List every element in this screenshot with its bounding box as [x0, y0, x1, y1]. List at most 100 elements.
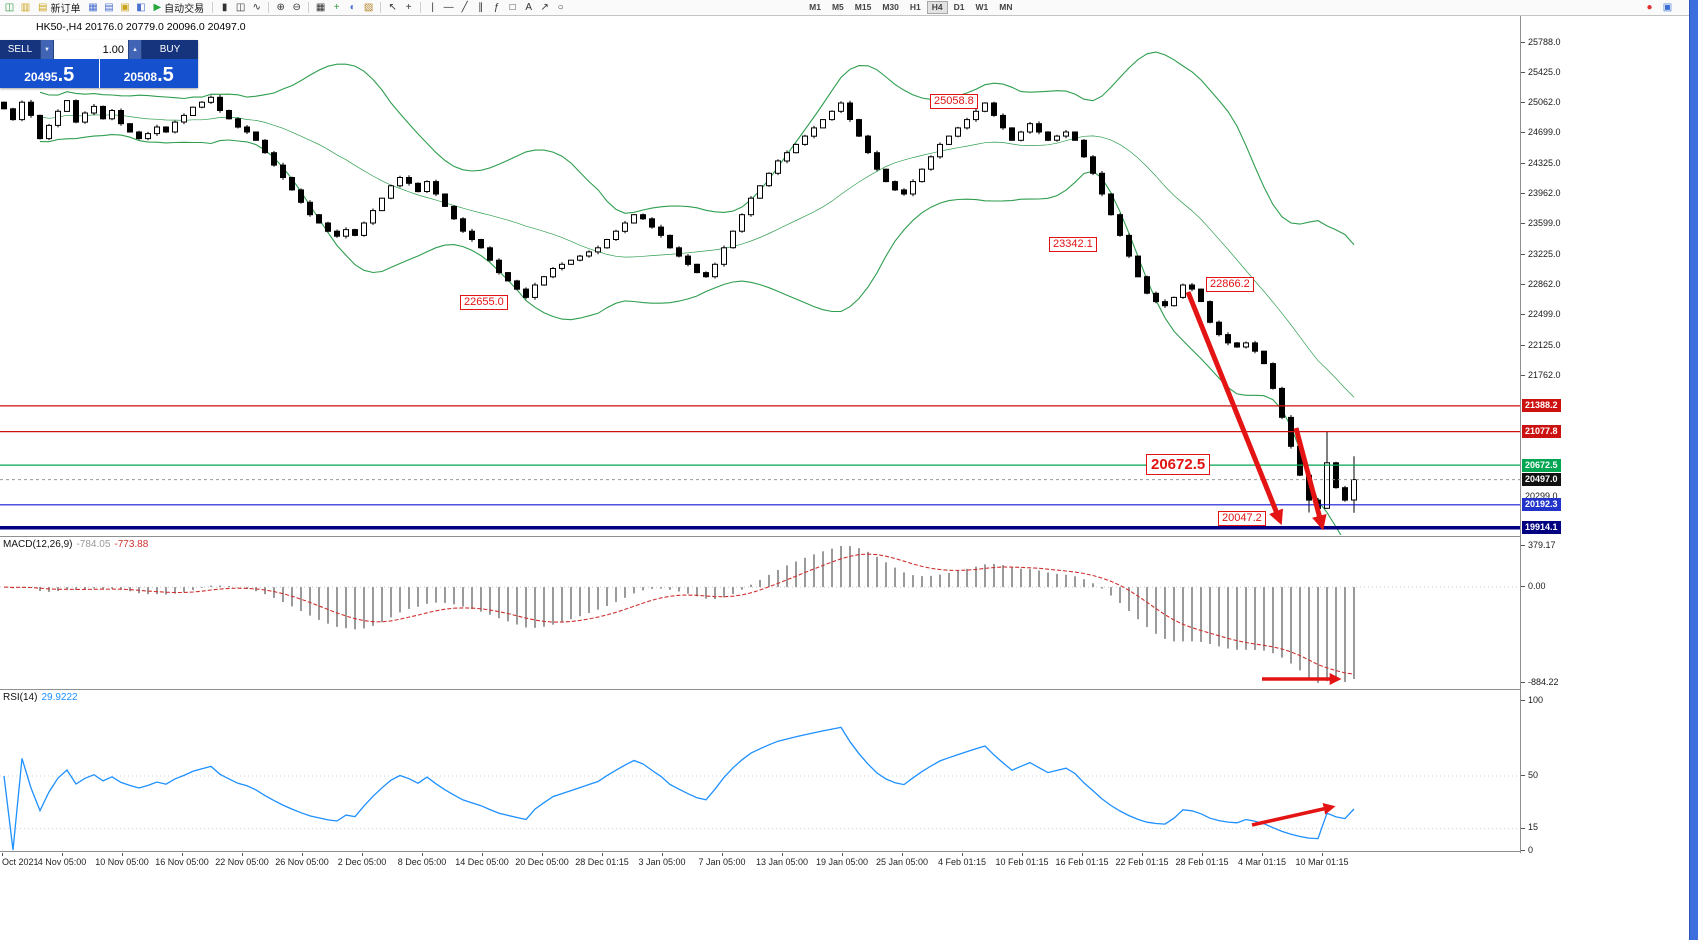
timeframe-h4-button[interactable]: H4 [926, 1, 948, 14]
time-tick-label: 28 Feb 01:15 [1175, 857, 1229, 867]
timeframe-m15-button[interactable]: M15 [854, 2, 872, 13]
time-tick-mark [122, 853, 123, 856]
horizontal-line-icon[interactable]: — [443, 1, 454, 13]
price-tag: 20497.0 [1522, 473, 1561, 487]
price-tick-label: 24699.0 [1528, 126, 1561, 137]
timeframe-m30-button[interactable]: M30 [882, 2, 899, 13]
axis-tick-mark [1521, 284, 1525, 285]
time-tick-label: 16 Nov 05:00 [155, 857, 209, 867]
rsi-panel[interactable]: RSI(14) 29.9222 [0, 689, 1520, 852]
main-chart-area[interactable]: 25058.8 23342.1 22866.2 22655.0 20672.5 20047… [0, 16, 1520, 535]
one-click-trading-widget: SELL ▼ ▲ BUY 20495.5 20508.5 [0, 40, 198, 88]
price-annotation: 22866.2 [1206, 277, 1254, 292]
axis-tick-mark [1521, 314, 1525, 315]
auto-trading-button[interactable]: ▶ 自动交易 [149, 1, 208, 15]
time-tick-mark [842, 853, 843, 856]
timeframe-m5-button[interactable]: M5 [831, 2, 844, 13]
crosshair-icon[interactable]: + [405, 1, 412, 13]
time-tick-mark [302, 853, 303, 856]
navigator-icon[interactable]: ◧ [136, 1, 146, 13]
time-tick-label: 10 Nov 05:00 [95, 857, 149, 867]
price-tick-label: 0.00 [1528, 580, 1546, 591]
axis-tick-mark [1521, 700, 1525, 701]
new-order-button[interactable]: ▤ 新订单 [34, 1, 84, 15]
rsi-chart-svg[interactable] [0, 690, 1520, 853]
sell-button[interactable]: SELL [0, 40, 40, 59]
fibonacci-icon[interactable]: ƒ [493, 1, 500, 13]
price-tick-label: 25788.0 [1528, 36, 1561, 47]
axis-tick-mark [1521, 345, 1525, 346]
time-tick-mark [1202, 853, 1203, 856]
time-tick-label: 8 Dec 05:00 [397, 857, 447, 867]
arrows-icon[interactable]: ↗ [540, 1, 549, 13]
timeframe-h1-button[interactable]: H1 [909, 2, 921, 13]
volume-input[interactable] [54, 40, 128, 59]
macd-chart-svg[interactable] [0, 537, 1520, 689]
time-tick-label: 4 Mar 01:15 [1237, 857, 1287, 867]
toolbar-separator [268, 2, 270, 13]
price-annotation: 23342.1 [1049, 237, 1097, 252]
data-window-icon[interactable]: ▣ [120, 1, 130, 13]
time-tick-label: 25 Jan 05:00 [875, 857, 929, 867]
trendline-icon[interactable]: ╱ [461, 1, 468, 13]
timeframe-mn-button[interactable]: MN [999, 2, 1013, 13]
volume-increase-icon[interactable]: ▲ [128, 40, 142, 59]
cursor-icon[interactable]: ↖ [388, 1, 397, 13]
tile-windows-icon[interactable]: ▦ [315, 1, 326, 13]
timeframe-m1-button[interactable]: M1 [809, 2, 821, 13]
vertical-scrollbar[interactable] [1689, 0, 1698, 940]
axis-tick-mark [1521, 42, 1525, 43]
time-tick-mark [1322, 853, 1323, 856]
volume-decrease-icon[interactable]: ▼ [40, 40, 54, 59]
axis-tick-mark [1521, 163, 1525, 164]
time-tick-mark [62, 853, 63, 856]
time-tick-mark [1142, 853, 1143, 856]
templates-icon[interactable]: ▨ [363, 1, 374, 13]
market-watch-icon[interactable]: ▤ [104, 1, 114, 13]
time-axis[interactable]: Oct 2021 4 Nov 05:00 10 Nov 05:00 16 Nov 05… [0, 853, 1689, 870]
chart-windows-icon[interactable]: ▦ [88, 1, 98, 13]
time-tick-mark [602, 853, 603, 856]
channel-icon[interactable]: ∥ [478, 1, 484, 13]
timeframe-w1-button[interactable]: W1 [975, 2, 989, 13]
community-icon[interactable]: ▣ [1662, 2, 1673, 13]
price-annotation: 20047.2 [1218, 511, 1266, 526]
time-tick-mark [962, 853, 963, 856]
rsi-value: 29.9222 [41, 692, 78, 703]
axis-tick-mark [1521, 545, 1525, 546]
axis-tick-mark [1521, 375, 1525, 376]
macd-panel[interactable]: MACD(12,26,9) -784.05 -773.88 [0, 536, 1520, 688]
chart-icon[interactable]: ◫ [4, 1, 15, 13]
timeframe-d1-button[interactable]: D1 [953, 2, 965, 13]
toolbar-separator [420, 2, 422, 13]
new-chart-icon[interactable]: ▥ [20, 1, 31, 13]
buy-button[interactable]: BUY [142, 40, 198, 59]
text-icon[interactable]: A [525, 1, 532, 13]
news-alert-icon[interactable]: ● [1646, 2, 1653, 13]
vertical-line-icon[interactable]: | [431, 1, 434, 13]
candlestick-chart-icon[interactable]: ◫ [235, 1, 246, 13]
time-tick-label: 14 Dec 05:00 [455, 857, 509, 867]
axis-tick-mark [1521, 223, 1525, 225]
zoom-in-icon[interactable]: ⊕ [276, 1, 285, 13]
time-tick-mark [362, 853, 363, 856]
cycle-lines-icon[interactable]: ○ [557, 1, 564, 13]
time-tick-label: 3 Jan 05:00 [638, 857, 686, 867]
zoom-out-icon[interactable]: ⊖ [292, 1, 301, 13]
price-annotation: 20672.5 [1146, 454, 1211, 475]
indicators-icon[interactable]: + [333, 1, 340, 13]
shapes-icon[interactable]: □ [509, 1, 516, 13]
line-chart-icon[interactable]: ∿ [252, 1, 261, 13]
chart-ohlc-header: HK50-,H4 20176.0 20779.0 20096.0 20497.0 [36, 21, 246, 33]
price-axis[interactable]: 25788.0 25425.0 25062.0 24699.0 24325.0 23962… [1520, 16, 1689, 870]
periods-icon[interactable]: ◐ [349, 1, 356, 13]
axis-tick-mark [1521, 850, 1525, 851]
buy-price-button[interactable]: 20508.5 [100, 59, 199, 88]
toolbar-separator [308, 2, 310, 13]
bar-chart-icon[interactable]: ▮ [221, 1, 228, 13]
price-tag: 20192.3 [1522, 498, 1561, 512]
price-chart-svg[interactable] [0, 16, 1520, 535]
sell-price-button[interactable]: 20495.5 [0, 59, 99, 88]
time-tick-mark [482, 853, 483, 856]
